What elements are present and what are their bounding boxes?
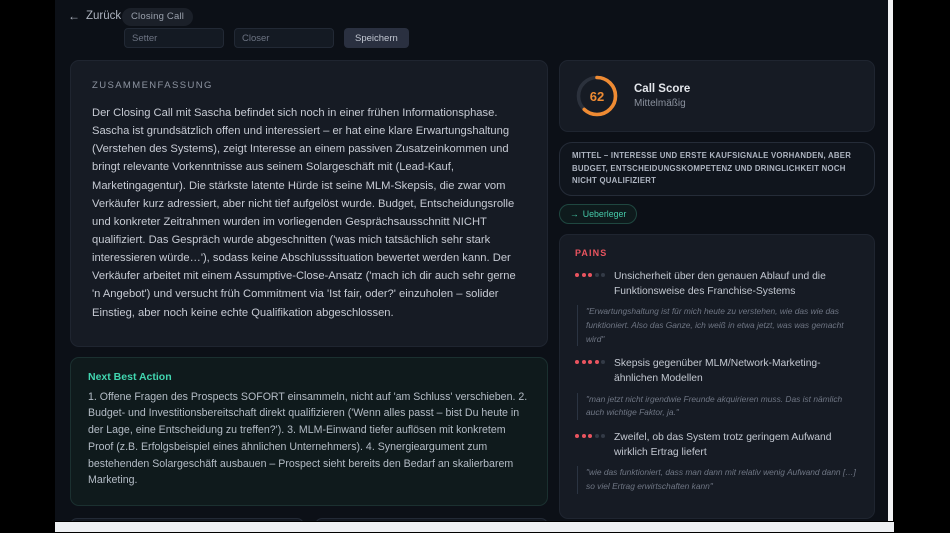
pain-header: Unsicherheit über den genauen Ablauf und…: [575, 269, 859, 299]
score-ring: 62: [574, 73, 620, 119]
severity-dot-empty: [601, 272, 605, 277]
summary-text: Der Closing Call mit Sascha befindet sic…: [92, 107, 516, 319]
severity-dot-filled: [588, 433, 592, 438]
pains-list: Unsicherheit über den genauen Ablauf und…: [575, 269, 859, 494]
severity-dots: [575, 430, 605, 438]
stage-badge-label: Ueberleger: [582, 208, 627, 219]
pain-text: Unsicherheit über den genauen Ablauf und…: [614, 270, 826, 298]
horizontal-scrollbar-thumb[interactable]: [55, 522, 894, 532]
pain-header: Zweifel, ob das System trotz geringem Au…: [575, 430, 859, 460]
vertical-scrollbar[interactable]: [888, 0, 893, 521]
pains-card: PAINS Unsicherheit über den genauen Abla…: [559, 233, 875, 519]
top-bar: Tester ← Zurück Closing Call Speichern: [55, 0, 889, 60]
severity-dot-empty: [601, 360, 605, 365]
severity-dot-filled: [575, 360, 579, 365]
pain-header: Skepsis gegenüber MLM/Network-Marketing-…: [575, 356, 859, 386]
summary-label: ZUSAMMENFASSUNG: [92, 80, 213, 91]
score-title: Call Score: [634, 83, 691, 95]
severity-dots: [575, 356, 605, 365]
pain-item: Skepsis gegenüber MLM/Network-Marketing-…: [575, 356, 859, 420]
stage-badge[interactable]: → Ueberleger: [559, 203, 638, 224]
pain-item: Unsicherheit über den genauen Ablauf und…: [575, 269, 859, 347]
severity-dot-empty: [601, 433, 605, 438]
severity-dot-filled: [581, 360, 586, 365]
left-column: ZUSAMMENFASSUNG Der Closing Call mit Sas…: [70, 60, 548, 521]
pain-text: Skepsis gegenüber MLM/Network-Marketing-…: [614, 358, 821, 385]
severity-dot-empty: [594, 272, 599, 277]
severity-dot-filled: [575, 272, 579, 277]
severity-dot-filled: [575, 433, 579, 438]
score-subtitle: Mittelmäßig: [634, 98, 686, 109]
severity-dot-filled: [588, 272, 592, 277]
back-link[interactable]: ← Zurück: [68, 10, 121, 22]
arrow-left-icon: ←: [68, 9, 80, 23]
pain-quote: "wie das funktioniert, dass man dann mit…: [577, 466, 859, 494]
verdict-badge: MITTEL – INTERESSE UND ERSTE KAUFSIGNALE…: [559, 142, 875, 196]
back-link-label: Zurück: [86, 10, 122, 22]
pain-quote: "Erwartungshaltung ist für mich heute zu…: [577, 305, 859, 347]
content-columns: ZUSAMMENFASSUNG Der Closing Call mit Sas…: [55, 60, 889, 521]
severity-dot-empty: [594, 433, 599, 438]
severity-dot-filled: [594, 360, 599, 365]
score-value: 62: [589, 88, 605, 104]
save-button[interactable]: Speichern: [344, 28, 409, 48]
pain-item: Zweifel, ob das System trotz geringem Au…: [575, 430, 859, 494]
next-best-action-card: Next Best Action 1. Offene Fragen des Pr…: [70, 356, 548, 507]
next-best-action-title: Next Best Action: [88, 370, 172, 383]
pains-title: PAINS: [575, 247, 608, 258]
next-best-action-text: 1. Offene Fragen des Prospects SOFORT ei…: [88, 390, 528, 487]
pain-text: Zweifel, ob das System trotz geringem Au…: [614, 431, 832, 459]
score-ring-gauge: [576, 75, 618, 117]
arrow-right-icon: →: [570, 208, 579, 219]
severity-dot-filled: [581, 433, 586, 438]
summary-card: ZUSAMMENFASSUNG Der Closing Call mit Sas…: [70, 60, 548, 347]
setter-input[interactable]: [124, 28, 224, 48]
severity-dots: [575, 269, 605, 277]
severity-dot-filled: [588, 360, 592, 365]
severity-dot-filled: [581, 272, 586, 277]
horizontal-scrollbar[interactable]: [0, 521, 950, 533]
closer-input[interactable]: [234, 28, 334, 48]
call-score-card: 62 Call Score Mittelmäßig: [559, 60, 875, 132]
call-type-tag: Closing Call: [122, 8, 194, 26]
score-text-block: Call Score Mittelmäßig: [634, 83, 690, 109]
meta-form: Speichern: [124, 28, 409, 48]
page-viewport: Tester ← Zurück Closing Call Speichern: [55, 0, 889, 521]
page-content: Tester ← Zurück Closing Call Speichern: [55, 0, 889, 521]
right-column: 62 Call Score Mittelmäßig MITTEL – INTER…: [559, 60, 875, 521]
action-buttons-row: Follow-Up generieren Widerlegung generie…: [70, 518, 548, 521]
pain-quote: "man jetzt nicht irgendwie Freunde akqui…: [577, 392, 859, 420]
